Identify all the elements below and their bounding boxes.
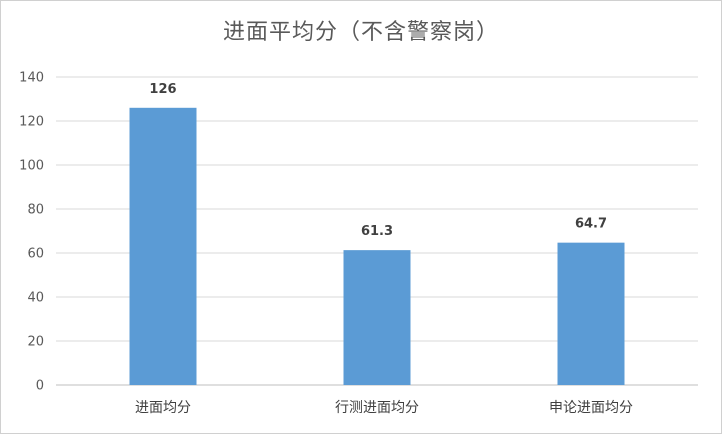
data-label: 64.7 (575, 217, 607, 232)
y-tick-label: 20 (27, 335, 44, 350)
x-tick-label: 申论进面均分 (549, 400, 633, 416)
bar (343, 250, 411, 385)
y-tick-label: 60 (27, 247, 44, 262)
y-tick-label: 40 (27, 291, 44, 306)
y-tick-label: 120 (19, 115, 44, 130)
data-label: 126 (149, 82, 176, 97)
bar (129, 107, 197, 386)
x-tick-label: 进面均分 (135, 400, 191, 416)
x-tick-label: 行测进面均分 (335, 400, 419, 416)
chart-title: 进面平均分（不含警察岗） (222, 20, 499, 45)
y-tick-label: 0 (36, 379, 44, 394)
y-tick-label: 100 (19, 159, 44, 174)
y-tick-label: 140 (19, 71, 44, 86)
bar (557, 242, 625, 385)
y-tick-label: 80 (27, 203, 44, 218)
data-label: 61.3 (361, 224, 393, 239)
